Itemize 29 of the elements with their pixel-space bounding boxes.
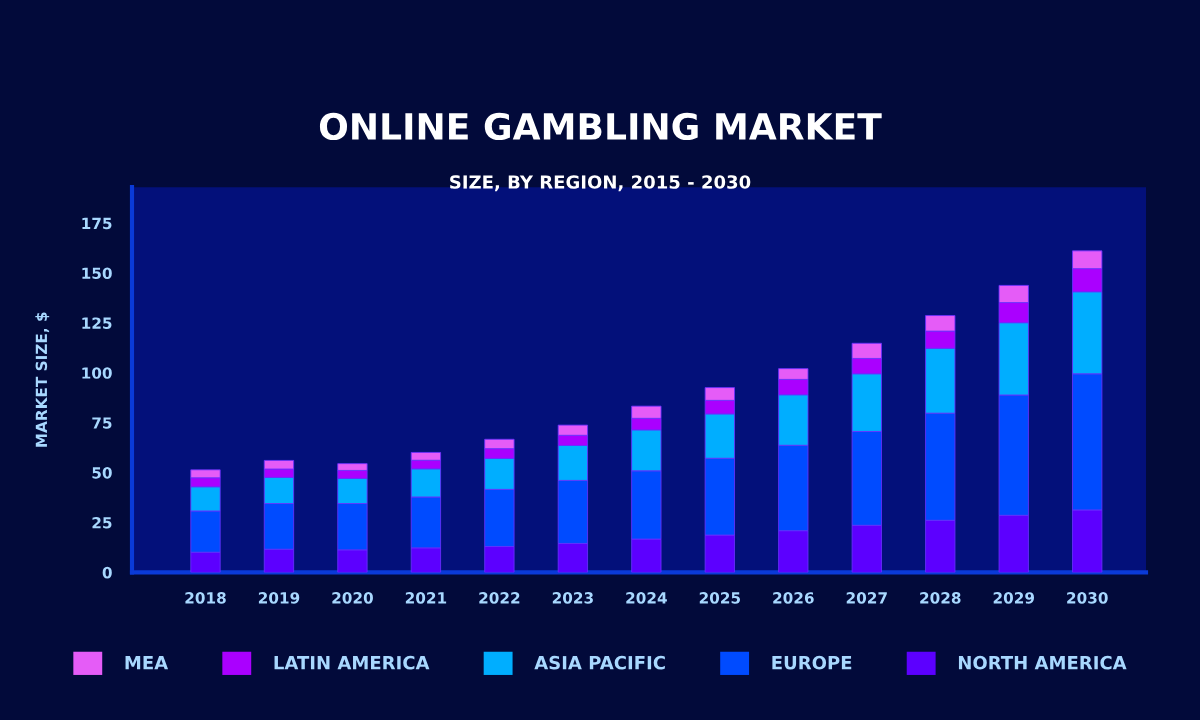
legend-label: LATIN AMERICA (274, 655, 430, 670)
x-tick-label: 2029 (993, 592, 1035, 604)
chart-subtitle: SIZE, BY REGION, 2015 - 2030 (450, 175, 751, 192)
y-tick-label: 125 (82, 317, 112, 329)
chart-title: ONLINE GAMBLING MARKET (319, 112, 882, 141)
legend-label: ASIA PACIFIC (534, 655, 665, 670)
x-tick-label: 2027 (846, 592, 887, 604)
y-tick-label: 150 (82, 267, 112, 280)
x-tick-label: 2026 (773, 592, 814, 604)
x-tick-label: 2023 (552, 592, 593, 604)
x-tick-label: 2028 (920, 592, 961, 604)
legend-label: NORTH AMERICA (958, 655, 1127, 670)
y-tick-label: 100 (82, 367, 112, 379)
legend-label: MEA (125, 656, 169, 670)
y-tick-label: 50 (92, 467, 112, 479)
y-tick-label: 75 (92, 417, 112, 429)
x-tick-label: 2018 (185, 592, 226, 604)
x-tick-label: 2030 (1067, 592, 1108, 604)
legend-label: EUROPE (772, 655, 852, 670)
y-tick-label: 25 (92, 516, 112, 529)
x-tick-label: 2019 (258, 592, 300, 604)
x-tick-label: 2021 (405, 592, 447, 604)
y-axis-title: MARKET SIZE, $ (35, 312, 50, 447)
y-tick-label: 175 (82, 217, 112, 230)
y-tick-label: 0 (102, 566, 112, 579)
x-tick-label: 2025 (699, 592, 741, 604)
x-tick-label: 2022 (479, 592, 520, 604)
x-tick-label: 2024 (626, 592, 667, 604)
x-tick-label: 2020 (332, 592, 373, 604)
